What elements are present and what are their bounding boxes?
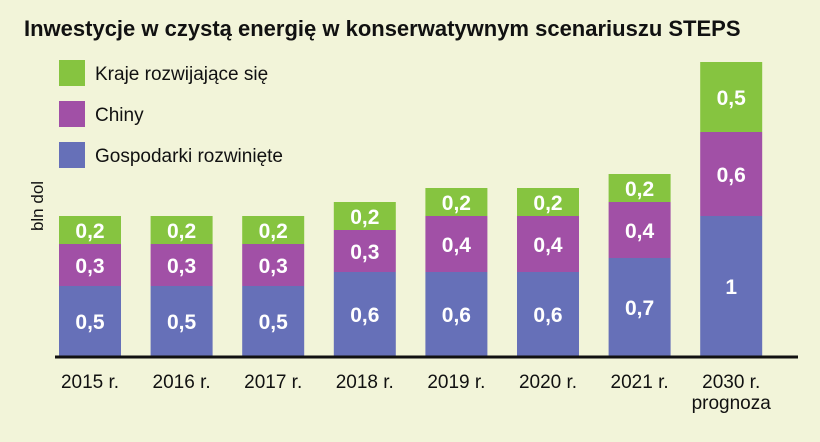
data-label: 0,6 xyxy=(533,304,562,327)
data-label: 0,2 xyxy=(350,206,379,229)
bar-segment xyxy=(59,286,121,356)
legend-swatch xyxy=(59,60,85,86)
bar-segment xyxy=(333,230,396,272)
bar-segment xyxy=(517,272,579,356)
x-tick-label: 2017 r. xyxy=(244,372,302,393)
legend-swatch xyxy=(59,142,85,168)
data-label: 0,5 xyxy=(75,311,105,334)
bar-segment xyxy=(517,216,579,272)
bars: 0,5 0,3 0,2 0,5 0,3 0,2 0,5 0,3 0,2 0,6 0,3 0,2 0,6 0… xyxy=(59,62,763,356)
data-label: 0,6 xyxy=(442,304,471,327)
legend-label: Kraje rozwijające się xyxy=(95,64,268,85)
chart-title: Inwestycje w czystą energię w konserwaty… xyxy=(24,16,741,41)
bar-segment xyxy=(700,132,763,216)
bar-segment xyxy=(608,202,671,258)
bar-segment xyxy=(150,216,213,244)
x-tick-label: 2019 r. xyxy=(427,372,485,393)
data-label: 0,2 xyxy=(167,220,196,243)
data-label: 0,4 xyxy=(625,220,655,243)
data-label: 0,2 xyxy=(533,192,562,215)
data-label: 0,2 xyxy=(75,220,104,243)
bar-segment xyxy=(425,272,488,356)
x-axis-ticks: 2015 r. 2016 r. 2017 r. 2018 r. 2019 r. 2020 … xyxy=(61,372,771,414)
bar-segment xyxy=(242,286,305,356)
bar-segment xyxy=(425,188,488,216)
bar-segment xyxy=(242,244,305,286)
x-tick-label: 2016 r. xyxy=(153,372,211,393)
data-label: 0,6 xyxy=(350,304,379,327)
data-label: 0,3 xyxy=(75,255,104,278)
legend: Kraje rozwijające się Chiny Gospodarki roz… xyxy=(59,60,283,168)
x-tick-label: 2030 r. xyxy=(702,372,760,393)
bar-segment xyxy=(59,216,121,244)
bar-segment xyxy=(700,216,763,356)
bar-segment xyxy=(333,272,396,356)
data-label: 0,2 xyxy=(259,220,288,243)
data-label: 0,7 xyxy=(625,297,654,320)
bar-segment xyxy=(242,216,305,244)
x-tick-label: 2018 r. xyxy=(336,372,394,393)
data-label: 0,5 xyxy=(259,311,289,334)
bar-segment xyxy=(608,258,671,356)
y-axis-label: bln dol xyxy=(28,181,47,231)
data-label: 0,5 xyxy=(167,311,197,334)
bar-segment xyxy=(608,174,671,202)
x-tick-label: 2020 r. xyxy=(519,372,577,393)
x-tick-label: 2015 r. xyxy=(61,372,119,393)
bar-segment xyxy=(517,188,579,216)
bar-segment xyxy=(59,244,121,286)
legend-label: Chiny xyxy=(95,105,144,126)
data-label: 0,4 xyxy=(533,234,563,257)
data-label: 0,2 xyxy=(442,192,471,215)
data-label: 0,3 xyxy=(167,255,196,278)
data-label: 1 xyxy=(725,276,737,299)
legend-label: Gospodarki rozwinięte xyxy=(95,146,283,167)
x-tick-label: 2021 r. xyxy=(611,372,669,393)
data-label: 0,3 xyxy=(259,255,288,278)
data-label: 0,4 xyxy=(442,234,472,257)
data-label: 0,6 xyxy=(717,164,746,187)
bar-segment xyxy=(150,244,213,286)
legend-swatch xyxy=(59,101,85,127)
x-tick-label: prognoza xyxy=(692,393,772,414)
bar-segment xyxy=(333,202,396,230)
bar-segment xyxy=(425,216,488,272)
data-label: 0,2 xyxy=(625,178,654,201)
bar-segment xyxy=(700,62,763,132)
data-label: 0,5 xyxy=(717,87,747,110)
bar-segment xyxy=(150,286,213,356)
data-label: 0,3 xyxy=(350,241,379,264)
